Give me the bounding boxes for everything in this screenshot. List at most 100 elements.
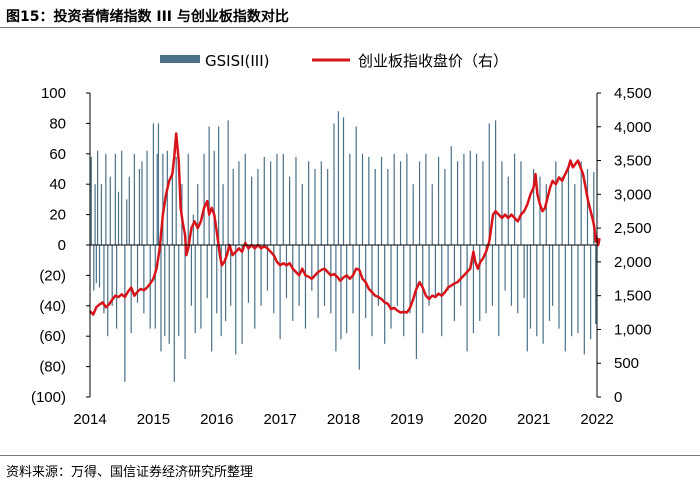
right-tick-label: 4,500 (614, 85, 652, 102)
gsisi-bar (495, 120, 497, 245)
gsisi-bar (561, 176, 563, 245)
gsisi-bar (164, 245, 166, 337)
gsisi-bar (390, 245, 392, 329)
x-tick-label: 2017 (263, 411, 296, 428)
left-tick-label: 80 (49, 115, 66, 132)
x-tick-label: 2016 (200, 411, 233, 428)
gsisi-bar (595, 245, 597, 325)
gsisi-bar (441, 245, 443, 337)
gsisi-bar (308, 161, 310, 245)
gsisi-bar (225, 245, 227, 321)
gsisi-bar (346, 245, 348, 334)
gsisi-bar (109, 176, 111, 245)
gsisi-bar (157, 123, 160, 245)
gsisi-bar (447, 245, 449, 291)
gsisi-bar (504, 245, 506, 291)
gsisi-bar (166, 150, 168, 245)
gsisi-bar (94, 184, 96, 245)
gsisi-bar (227, 120, 229, 245)
gsisi-bar (403, 245, 405, 337)
gsisi-bar (168, 245, 170, 344)
left-tick-label: (80) (39, 359, 66, 376)
gsisi-bar (335, 245, 337, 352)
gsisi-bar (444, 169, 446, 245)
gsisi-bar (173, 245, 175, 382)
gsisi-bar (279, 245, 281, 340)
gsisi-bar (266, 245, 269, 291)
left-tick-label: 60 (49, 146, 66, 163)
gsisi-bar (434, 245, 436, 299)
gsisi-bar (355, 126, 357, 245)
gsisi-bar (349, 153, 351, 245)
right-tick-label: 500 (614, 355, 639, 372)
figure-title: 图15：投资者情绪指数 III 与创业板指数对比 (6, 9, 289, 25)
gsisi-bar (211, 245, 213, 352)
gsisi-bar (192, 214, 194, 245)
gsisi-bar (431, 184, 433, 245)
gsisi-bar (358, 245, 360, 370)
left-tick-label: (40) (39, 298, 66, 315)
gsisi-bar (273, 245, 275, 314)
gsisi-bar (539, 176, 541, 245)
gsisi-bar (138, 169, 141, 245)
gsisi-bar (194, 245, 196, 334)
gsisi-bar (501, 161, 503, 245)
gsisi-bar (466, 245, 468, 352)
gsisi-bar (583, 245, 585, 355)
gsisi-bar (200, 245, 202, 329)
gsisi-bar (126, 199, 128, 245)
source-note: 资料来源：万得、国信证券经济研究所整理 (6, 465, 254, 480)
gsisi-bar (254, 245, 256, 329)
gsisi-bar (218, 126, 220, 245)
gsisi-bar (103, 245, 105, 314)
gsisi-bar (340, 245, 342, 340)
legend-label-bars: GSISI(III) (205, 52, 270, 70)
left-tick-label: (60) (39, 328, 66, 345)
gsisi-bar (171, 169, 173, 245)
gsisi-bar (206, 245, 208, 299)
right-tick-label: 2,500 (614, 220, 652, 237)
gsisi-bar (295, 156, 297, 245)
gsisi-bar (330, 245, 332, 314)
gsisi-bar (317, 245, 319, 318)
gsisi-bar (523, 245, 525, 299)
x-tick-label: 2019 (390, 411, 423, 428)
gsisi-bar (178, 245, 180, 337)
gsisi-bar (418, 161, 421, 245)
gsisi-bar (251, 176, 253, 245)
gsisi-bar (93, 245, 95, 291)
gsisi-bar (95, 245, 97, 283)
gsisi-bar (555, 161, 557, 245)
gsisi-bar (247, 245, 250, 303)
legend: GSISI(III) 创业板指收盘价（右） (160, 52, 508, 70)
gsisi-bar (289, 176, 291, 245)
gsisi-bar (105, 153, 107, 245)
gsisi-bar (162, 153, 164, 245)
gsisi-bar (536, 245, 538, 337)
gsisi-bar (342, 117, 345, 245)
gsisi-bar (380, 156, 383, 245)
gsisi-bar (469, 150, 471, 245)
gsisi-bar (548, 245, 551, 321)
gsisi-bar (270, 161, 272, 245)
gsisi-bar (463, 153, 465, 245)
right-tick-label: 3,500 (614, 153, 652, 170)
line-layer (89, 132, 601, 316)
legend-label-line: 创业板指收盘价（右） (358, 52, 508, 70)
gsisi-bar (220, 245, 222, 337)
gsisi-bar (230, 245, 232, 306)
gsisi-bar (304, 245, 307, 329)
gsisi-bar (507, 176, 509, 245)
left-tick-label: (20) (39, 267, 66, 284)
gsisi-bar (450, 146, 452, 245)
gsisi-bar (238, 161, 240, 245)
gsisi-bar (90, 156, 92, 245)
gsisi-bar (152, 123, 154, 245)
gsisi-bar (160, 245, 162, 352)
gsisi-bar (208, 126, 210, 245)
gsisi-bar (282, 153, 284, 245)
gsisi-bar (285, 245, 288, 299)
gsisi-bar (580, 161, 582, 245)
gsisi-bar (320, 161, 322, 245)
gsisi-bar (337, 111, 340, 246)
